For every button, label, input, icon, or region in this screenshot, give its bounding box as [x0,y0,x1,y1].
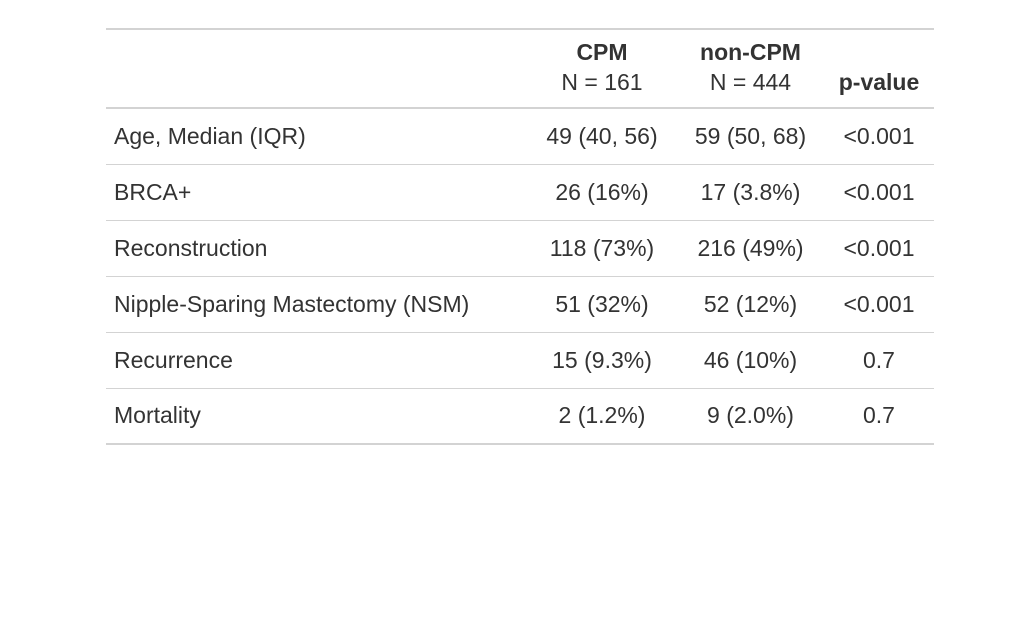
cpm-cell: 15 (9.3%) [552,346,652,373]
noncpm-cell: 46 (10%) [703,346,798,373]
cpm-column-header: CPM N = 161 [527,29,677,108]
summary-table: CPM N = 161 non-CPM N = 444 p-value Age,… [106,28,934,445]
noncpm-column-name: non-CPM [700,39,801,65]
cpm-cell: 118 (73%) [549,234,655,261]
row-label: Recurrence [114,346,233,373]
noncpm-cell: 59 (50, 68) [694,122,807,149]
table-row: BRCA+ 26 (16%) 17 (3.8%) <0.001 [106,164,934,220]
noncpm-cell: 52 (12%) [703,290,798,317]
noncpm-cell: 17 (3.8%) [700,178,801,205]
pvalue-cell: 0.7 [863,402,895,429]
cpm-cell: 49 (40, 56) [546,122,658,149]
table-body: Age, Median (IQR) 49 (40, 56) 59 (50, 68… [106,108,934,444]
table-row: Mortality 2 (1.2%) 9 (2.0%) 0.7 [106,388,934,444]
pvalue-cell: <0.001 [843,290,915,317]
table-row: Recurrence 15 (9.3%) 46 (10%) 0.7 [106,332,934,388]
cpm-cell: 2 (1.2%) [558,402,646,429]
table-row: Reconstruction 118 (73%) 216 (49%) <0.00… [106,220,934,276]
table-header: CPM N = 161 non-CPM N = 444 p-value [106,29,934,108]
pvalue-column-header: p-value [838,69,920,95]
noncpm-column-n: N = 444 [709,69,792,95]
pvalue-cell: <0.001 [843,178,915,205]
characteristic-header [106,29,527,108]
noncpm-cell: 9 (2.0%) [707,402,794,429]
table-row: Nipple-Sparing Mastectomy (NSM) 51 (32%)… [106,276,934,332]
row-label: Reconstruction [114,234,268,261]
row-label: Nipple-Sparing Mastectomy (NSM) [114,290,470,317]
row-label: BRCA+ [114,178,192,205]
header-row: CPM N = 161 non-CPM N = 444 p-value [106,29,934,108]
row-label: Mortality [114,402,201,429]
cpm-column-name: CPM [576,39,628,65]
cpm-cell: 26 (16%) [555,178,649,205]
pvalue-cell: <0.001 [843,122,915,149]
row-label: Age, Median (IQR) [114,122,306,149]
noncpm-cell: 216 (49%) [697,234,804,261]
noncpm-column-header: non-CPM N = 444 [677,29,824,108]
pvalue-cell: <0.001 [843,234,915,261]
cpm-cell: 51 (32%) [555,290,649,317]
cpm-column-n: N = 161 [561,69,643,95]
table-row: Age, Median (IQR) 49 (40, 56) 59 (50, 68… [106,108,934,164]
pvalue-cell: 0.7 [863,346,895,373]
